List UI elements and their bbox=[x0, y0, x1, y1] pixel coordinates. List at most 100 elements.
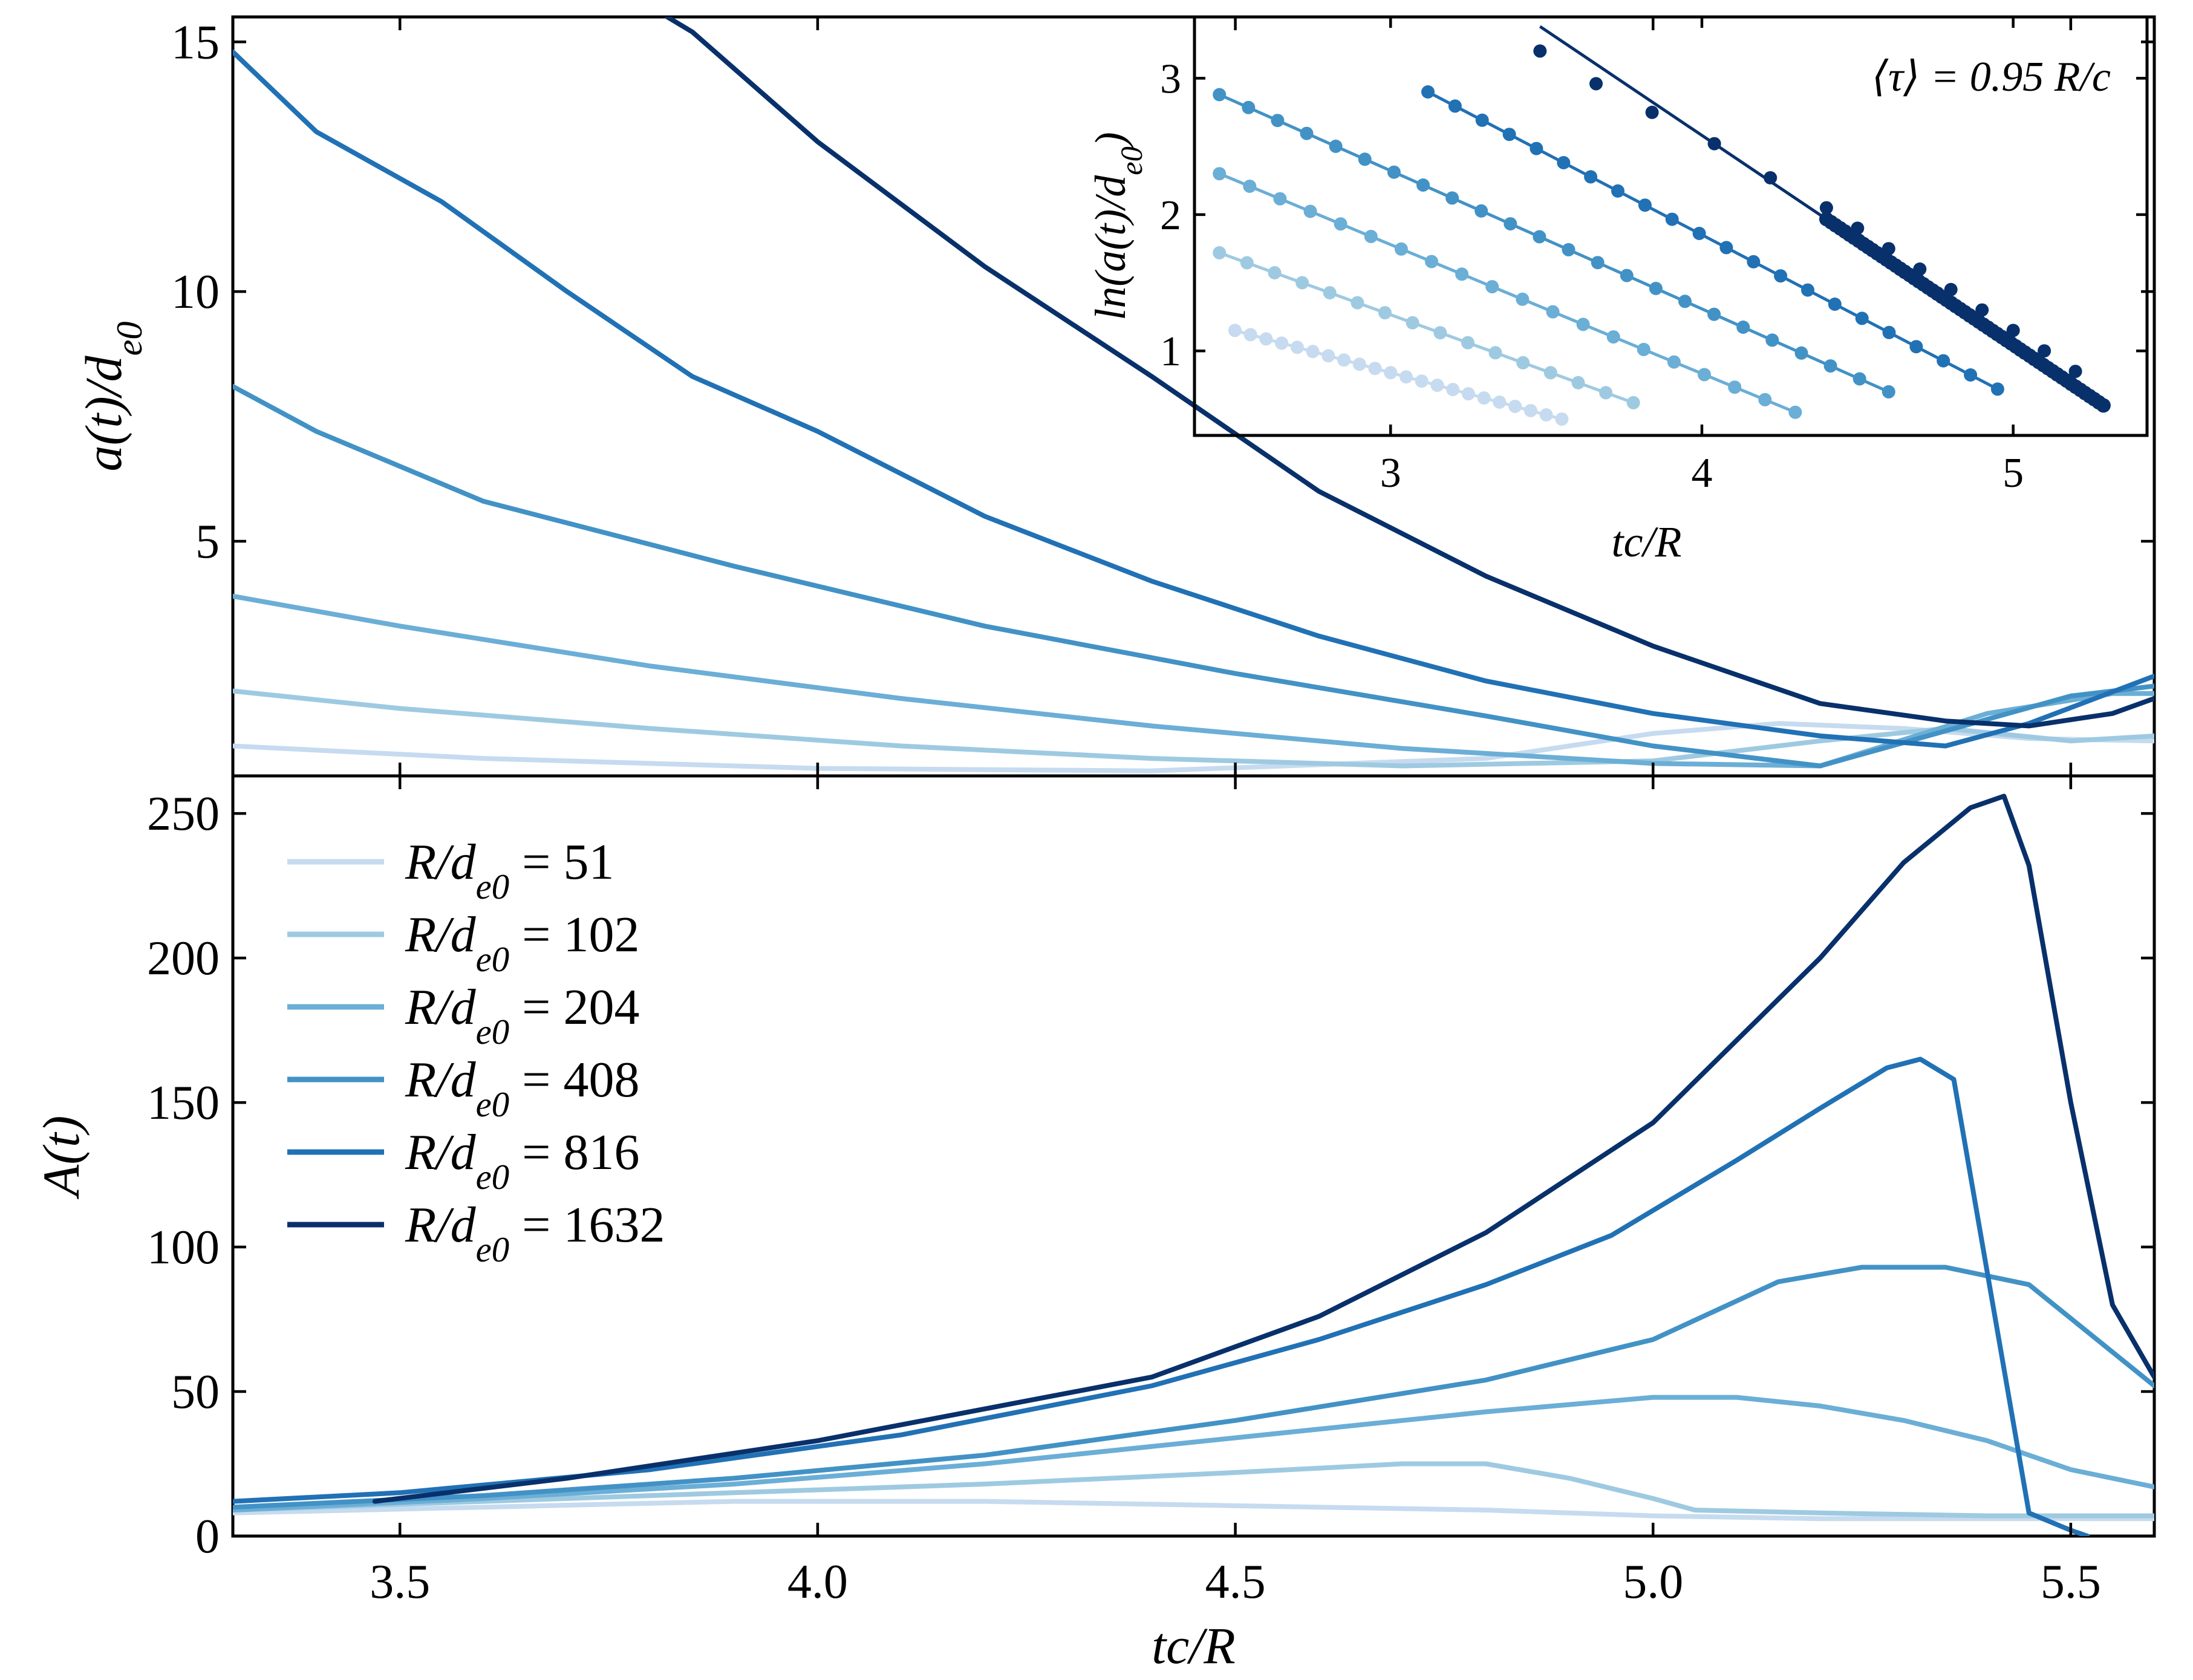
inset-point bbox=[1823, 359, 1837, 373]
inset-point bbox=[1508, 400, 1522, 413]
inset-point bbox=[1243, 180, 1257, 193]
inset-point bbox=[1611, 184, 1624, 198]
bottom-ytick-label: 100 bbox=[147, 1221, 220, 1274]
inset-point bbox=[1719, 241, 1733, 255]
inset-point bbox=[2068, 365, 2082, 379]
inset-point bbox=[1555, 412, 1569, 426]
inset-point bbox=[1707, 307, 1721, 321]
inset-point bbox=[1477, 391, 1491, 405]
inset-point bbox=[1213, 246, 1227, 259]
inset-annotation: ⟨τ⟩ = 0.95 R/c bbox=[1872, 54, 2111, 100]
inset-point bbox=[1909, 340, 1923, 354]
inset-point bbox=[1295, 276, 1309, 290]
bottom-curve bbox=[372, 793, 2154, 1504]
inset-point bbox=[1620, 269, 1634, 282]
inset-point bbox=[1406, 316, 1419, 330]
top-curve bbox=[233, 384, 2154, 769]
inset-point bbox=[1692, 227, 1706, 240]
inset-point bbox=[1474, 204, 1488, 218]
top-ytick-label: 15 bbox=[171, 16, 220, 69]
inset-fit-line bbox=[1219, 93, 1889, 394]
inset-ytick-label: 2 bbox=[1160, 192, 1181, 239]
inset-point bbox=[1728, 380, 1742, 394]
top-ytick-label: 5 bbox=[195, 515, 220, 568]
inset-point bbox=[1416, 178, 1430, 192]
bottom-xtick-label: 4.0 bbox=[787, 1555, 848, 1609]
inset-point bbox=[2038, 344, 2051, 358]
inset-point bbox=[1271, 114, 1285, 128]
inset-point bbox=[1990, 382, 2004, 396]
inset-point bbox=[1364, 230, 1378, 243]
bottom-curve bbox=[233, 1057, 2090, 1536]
inset-point bbox=[1523, 404, 1537, 417]
inset-point bbox=[1882, 325, 1896, 339]
top-curves bbox=[233, 17, 2154, 773]
inset-point bbox=[1213, 167, 1227, 181]
inset-point bbox=[1448, 99, 1462, 113]
inset-xtick-label: 5 bbox=[2002, 450, 2024, 497]
inset-point bbox=[1736, 321, 1750, 334]
inset-point bbox=[1667, 355, 1681, 369]
bottom-ytick-label: 250 bbox=[147, 787, 220, 841]
bottom-ytick-label: 200 bbox=[147, 932, 220, 985]
inset-point bbox=[1882, 385, 1895, 399]
inset-point bbox=[1584, 170, 1598, 184]
inset-point bbox=[1446, 383, 1460, 397]
inset-point bbox=[1425, 255, 1438, 269]
bottom-xlabel: tc/R bbox=[1152, 1617, 1236, 1675]
inset-point bbox=[1493, 396, 1507, 409]
inset-point bbox=[1275, 336, 1289, 350]
legend-label: R/de0 = 816 bbox=[405, 1124, 640, 1197]
inset-point bbox=[1228, 324, 1242, 337]
inset-point bbox=[1828, 298, 1842, 311]
bottom-curve bbox=[233, 1265, 2154, 1510]
legend-label: R/de0 = 102 bbox=[405, 907, 640, 979]
inset-point bbox=[1530, 142, 1543, 155]
inset-point bbox=[1599, 386, 1613, 400]
inset-point bbox=[1852, 372, 1866, 386]
inset-axes-frame bbox=[1193, 15, 2149, 437]
inset-point bbox=[1557, 156, 1571, 169]
bottom-ytick-label: 150 bbox=[147, 1076, 220, 1130]
inset-point bbox=[1758, 392, 1772, 406]
inset-point bbox=[1368, 362, 1382, 376]
inset-point bbox=[1351, 296, 1364, 310]
inset-point bbox=[2096, 398, 2111, 413]
inset-point bbox=[1546, 305, 1560, 319]
inset-point bbox=[1445, 191, 1459, 205]
bottom-ytick-label: 0 bbox=[195, 1510, 220, 1563]
inset-point bbox=[1358, 152, 1372, 166]
inset-point bbox=[1430, 379, 1444, 392]
bottom-ylabel: A(t) bbox=[32, 1116, 90, 1200]
inset-point bbox=[1455, 267, 1469, 281]
inset-point bbox=[1475, 113, 1489, 127]
inset-point bbox=[1649, 282, 1663, 295]
top-ytick-label: 10 bbox=[171, 265, 220, 319]
inset-point bbox=[1240, 256, 1254, 270]
bottom-curve bbox=[233, 1499, 2154, 1522]
inset-point bbox=[1765, 333, 1779, 347]
inset-point bbox=[1589, 77, 1603, 91]
bottom-xtick-label: 3.5 bbox=[370, 1555, 430, 1609]
inset-point bbox=[1485, 280, 1499, 294]
top-curve bbox=[233, 721, 2154, 773]
inset-point bbox=[1626, 396, 1640, 409]
inset-point bbox=[1937, 354, 1950, 368]
inset-point bbox=[1801, 283, 1814, 297]
inset-point bbox=[1461, 387, 1475, 401]
legend-label: R/de0 = 51 bbox=[405, 834, 614, 907]
bottom-curve bbox=[233, 1395, 2154, 1512]
bottom-xtick-label: 4.5 bbox=[1205, 1555, 1266, 1609]
inset-fit-line bbox=[1219, 251, 1634, 405]
inset-point bbox=[1306, 345, 1320, 359]
inset-point bbox=[1259, 332, 1273, 346]
inset-point bbox=[1433, 326, 1447, 340]
inset-point bbox=[1698, 368, 1711, 382]
inset-point bbox=[1516, 356, 1530, 370]
inset-point bbox=[1678, 295, 1692, 308]
inset-ylabel: ln(a(t)/de0) bbox=[1086, 132, 1149, 321]
inset-point bbox=[1764, 171, 1778, 184]
inset-point bbox=[1747, 255, 1761, 269]
